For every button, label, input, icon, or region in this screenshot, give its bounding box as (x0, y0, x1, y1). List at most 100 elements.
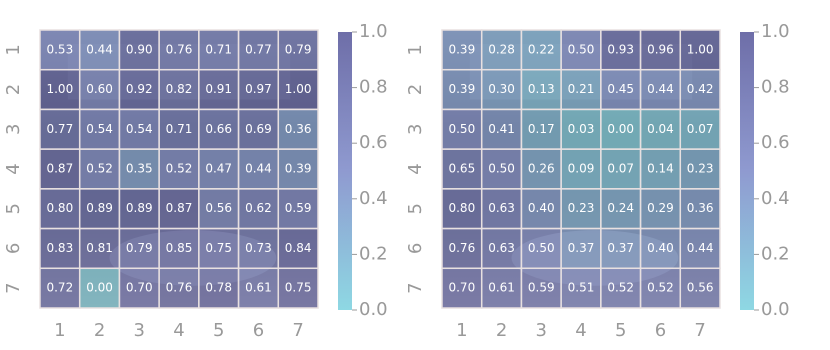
cell-label: 0.66 (205, 122, 232, 136)
y-tick-label: 2 (3, 84, 24, 95)
cell-label: 0.36 (687, 201, 714, 215)
colorbar-tick-label: 0.0 (359, 299, 388, 320)
heatmap-cell (600, 68, 642, 111)
cell-label: 0.44 (86, 42, 113, 56)
cell-label: 0.71 (166, 122, 193, 136)
cell-label: 0.04 (647, 122, 674, 136)
heatmap-cell (158, 68, 200, 111)
cell-label: 0.50 (448, 122, 475, 136)
heatmap-cell (480, 108, 523, 150)
cell-label: 0.03 (568, 122, 595, 136)
cell-label: 0.59 (528, 281, 555, 295)
cell-label: 0.80 (448, 201, 475, 215)
cell-label: 0.73 (245, 241, 272, 255)
heatmap-cell (600, 29, 642, 71)
cell-label: 0.07 (687, 122, 714, 136)
heatmap-cell (441, 68, 483, 111)
cell-label: 0.91 (205, 82, 232, 96)
y-tick-label: 1 (3, 44, 24, 55)
heatmap-cell (679, 108, 721, 150)
heatmap-cell (441, 29, 483, 71)
cell-label: 0.77 (245, 42, 272, 56)
x-tick-label: 1 (54, 320, 65, 341)
cell-label: 0.00 (607, 122, 634, 136)
cell-label: 0.21 (568, 82, 595, 96)
heatmap-cell (679, 29, 721, 71)
colorbar (338, 32, 352, 310)
heatmap-cell (277, 188, 319, 230)
y-tick-label: 3 (405, 124, 426, 135)
cell-label: 0.40 (647, 241, 674, 255)
cell-label: 0.37 (568, 241, 595, 255)
heatmap-cell (639, 29, 682, 71)
heatmap-cell (520, 227, 562, 270)
colorbar-tick-label: 0.6 (761, 132, 790, 153)
cell-label: 0.52 (86, 162, 113, 176)
colorbar-tick-label: 0.2 (359, 243, 388, 264)
cell-label: 0.77 (46, 122, 73, 136)
cell-label: 0.50 (488, 162, 515, 176)
y-tick-label: 7 (405, 282, 426, 293)
cell-label: 0.30 (488, 82, 515, 96)
cell-label: 0.39 (285, 162, 312, 176)
heatmap-cell (237, 148, 280, 190)
cell-label: 0.00 (86, 281, 113, 295)
cell-label: 1.00 (687, 42, 714, 56)
heatmap-cell (520, 267, 562, 309)
cell-label: 0.56 (687, 281, 714, 295)
heatmap-cell (39, 68, 81, 111)
colorbar-tick-label: 0.4 (359, 188, 388, 209)
cell-label: 0.63 (488, 201, 515, 215)
cell-label: 0.40 (528, 201, 555, 215)
cell-label: 0.65 (448, 162, 475, 176)
heatmap-cell (679, 68, 721, 111)
cell-label: 0.93 (607, 42, 634, 56)
cell-label: 0.79 (126, 241, 153, 255)
cell-label: 0.07 (607, 162, 634, 176)
heatmap-cell (639, 227, 682, 270)
cell-label: 0.76 (448, 241, 475, 255)
cell-label: 0.70 (448, 281, 475, 295)
colorbar-tick-label: 0.0 (761, 299, 790, 320)
x-tick-label: 3 (134, 320, 145, 341)
cell-label: 0.69 (245, 122, 272, 136)
cell-label: 0.84 (285, 241, 312, 255)
heatmap-cell (600, 227, 642, 270)
cell-label: 0.09 (568, 162, 595, 176)
heatmap-cell (480, 188, 523, 230)
cell-label: 0.87 (166, 201, 193, 215)
heatmap-cell (158, 227, 200, 270)
cell-label: 0.61 (245, 281, 272, 295)
x-tick-label: 1 (456, 320, 467, 341)
cell-label: 0.60 (86, 82, 113, 96)
cell-label: 0.23 (687, 162, 714, 176)
cell-label: 0.53 (46, 42, 73, 56)
y-tick-label: 6 (405, 243, 426, 254)
cell-label: 0.36 (285, 122, 312, 136)
cell-label: 1.00 (46, 82, 73, 96)
cell-label: 0.96 (647, 42, 674, 56)
cell-label: 0.72 (46, 281, 73, 295)
cell-label: 0.70 (126, 281, 153, 295)
colorbar-tick-label: 0.6 (359, 132, 388, 153)
cell-label: 0.37 (607, 241, 634, 255)
cell-label: 0.39 (448, 82, 475, 96)
cell-label: 0.89 (126, 201, 153, 215)
y-tick-label: 6 (3, 243, 24, 254)
cell-label: 0.61 (488, 281, 515, 295)
cell-label: 0.76 (166, 281, 193, 295)
heatmap-cell (679, 188, 721, 230)
heatmap-cell (277, 108, 319, 150)
x-tick-label: 5 (213, 320, 224, 341)
heatmap-cell (198, 267, 240, 309)
cell-label: 0.80 (46, 201, 73, 215)
cell-label: 0.97 (245, 82, 272, 96)
x-tick-label: 2 (94, 320, 105, 341)
colorbar-tick-label: 0.2 (761, 243, 790, 264)
heatmap-cell (679, 267, 721, 309)
cell-label: 0.22 (528, 42, 555, 56)
heatmap-cell (39, 227, 81, 270)
heatmap-cell (679, 227, 721, 270)
heatmap-cell (158, 108, 200, 150)
